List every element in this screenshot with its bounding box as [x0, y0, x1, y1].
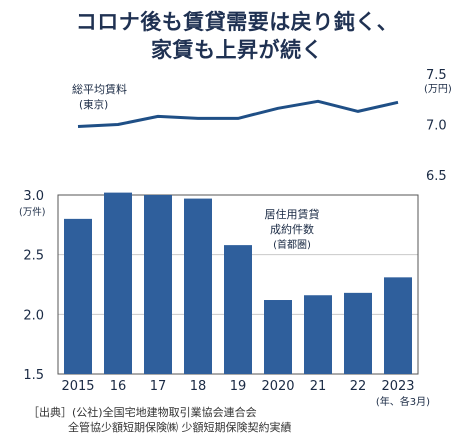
bar-y-tick-label: 2.0 [23, 308, 44, 323]
x-tick-label: 18 [190, 379, 207, 394]
headline-line1: コロナ後も賃貸需要は戻り鈍く、 [75, 10, 399, 34]
bar-series-region: (首都圏) [273, 238, 311, 251]
x-tick-label: 2023 [381, 379, 414, 394]
line-y-tick-label: 7.5 [426, 68, 447, 83]
line-series-label: 総平均賃料 [72, 82, 127, 96]
line-series-region: (東京) [79, 98, 108, 111]
bar-22 [344, 292, 372, 374]
line-y-tick-label: 6.5 [426, 169, 447, 184]
rent-line [77, 99, 399, 128]
bar-y-tick-label: 2.5 [23, 249, 44, 264]
x-tick-label: 2020 [261, 379, 294, 394]
headline-line2: 家賃も上昇が続く [151, 38, 323, 62]
bar-series-sublabel: 成約件数 [270, 222, 314, 236]
bar-2023 [384, 277, 412, 374]
source-line1: ［出典］(公社)全国宅地建物取引業協会連合会 [28, 406, 257, 419]
bar-17 [144, 195, 172, 374]
bar-2015 [64, 218, 92, 374]
bar-16 [104, 192, 132, 374]
line-unit-label: (万円) [424, 84, 452, 95]
x-axis-note: (年、各3月) [376, 395, 430, 408]
bar-unit-label: (万件) [19, 206, 45, 218]
x-tick-label: 2015 [61, 379, 94, 394]
x-tick-label: 21 [310, 379, 327, 394]
line-y-tick-label: 7.0 [426, 119, 447, 134]
source-line2: 全管協少額短期保険㈱ 少額短期保険契約実績 [68, 421, 292, 434]
bar-y-tick-label: 1.5 [23, 368, 44, 383]
x-tick-label: 22 [350, 379, 367, 394]
x-tick-label: 19 [230, 379, 247, 394]
bar-21 [304, 295, 332, 374]
bar-19 [224, 245, 252, 374]
bar-y-tick-label: 3.0 [23, 189, 44, 204]
x-tick-label: 16 [110, 379, 127, 394]
bar-2020 [264, 300, 292, 374]
bar-series-label: 居住用賃貸 [265, 207, 320, 221]
x-tick-label: 17 [150, 379, 167, 394]
bar-18 [184, 198, 212, 374]
